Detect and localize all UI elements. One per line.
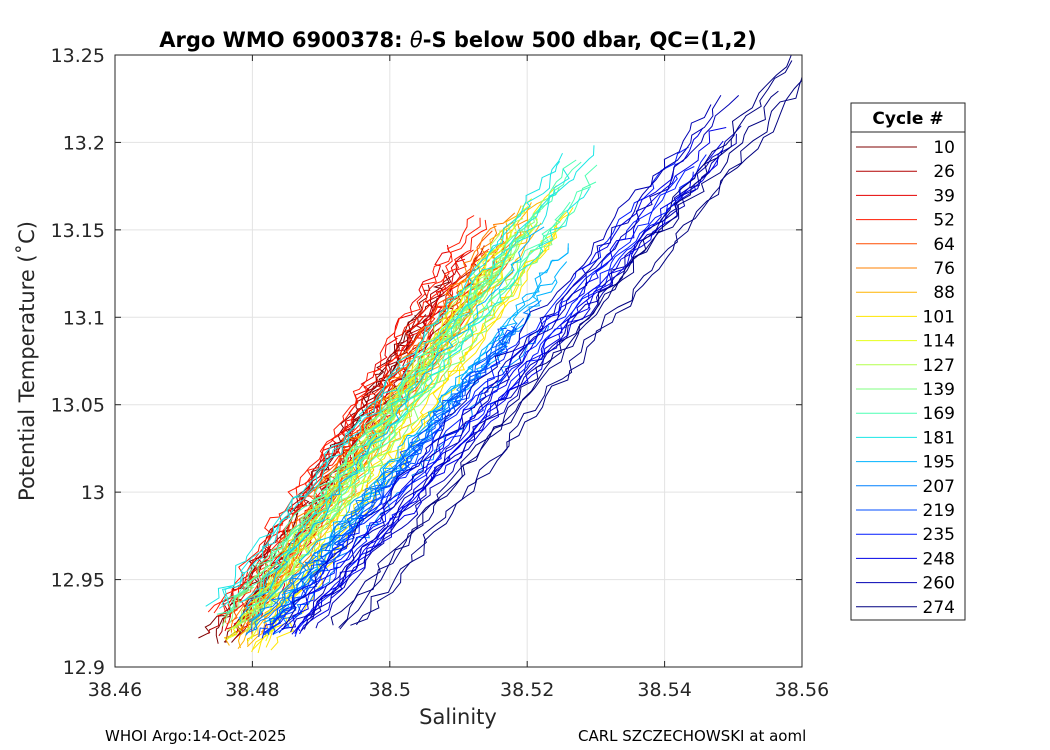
profile-line — [252, 237, 553, 626]
legend: Cycle # 10 26 39 52 64 76 88 101 114 127 139 169 181… — [850, 102, 966, 621]
y-tick-label: 13.25 — [51, 45, 105, 67]
legend-entry: 169 — [923, 404, 955, 424]
profile-line — [238, 226, 545, 622]
x-tick-label: 38.52 — [500, 679, 554, 701]
profile-line — [224, 230, 493, 623]
profile-line — [272, 166, 695, 635]
legend-entry: 207 — [923, 477, 955, 497]
legend-entry: 219 — [923, 501, 955, 521]
chart-title: Argo WMO 6900378: θ-S below 500 dbar, QC… — [159, 28, 756, 52]
profile-line — [246, 218, 524, 635]
profile-line — [355, 76, 803, 626]
profile-line — [294, 156, 720, 634]
legend-entry: 127 — [923, 356, 955, 376]
y-tick-label: 13 — [81, 482, 105, 504]
profile-line — [223, 205, 522, 646]
profile-line — [246, 222, 542, 646]
profile-line — [330, 90, 779, 626]
profile-line — [222, 219, 488, 615]
profile-line — [240, 188, 590, 603]
legend-entry: 114 — [923, 332, 955, 352]
series-219 — [258, 325, 518, 637]
profile-line — [350, 78, 803, 626]
profile-line — [245, 326, 516, 636]
x-tick-label: 38.46 — [88, 679, 142, 701]
y-tick-label: 13.05 — [51, 395, 105, 417]
profile-line — [205, 161, 561, 607]
profile-line — [263, 327, 507, 635]
legend-entry: 39 — [933, 186, 955, 206]
profile-line — [263, 247, 569, 624]
legend-title: Cycle # — [872, 109, 943, 129]
y-tick-label: 13.1 — [63, 307, 105, 329]
series-lines — [198, 54, 803, 654]
y-tick-label: 12.9 — [63, 657, 105, 679]
legend-entry: 101 — [923, 307, 955, 327]
plot-frame — [114, 54, 803, 668]
profile-line — [300, 133, 737, 632]
profile-line — [252, 164, 598, 617]
y-tick-label: 13.2 — [63, 132, 105, 154]
profile-line — [338, 54, 792, 628]
profile-line — [315, 125, 742, 629]
legend-entry: 52 — [933, 211, 955, 231]
y-tick-label: 12.95 — [51, 570, 105, 592]
x-tick-label: 38.54 — [637, 679, 691, 701]
series-181 — [205, 145, 595, 609]
x-tick-label: 38.56 — [775, 679, 829, 701]
profile-line — [248, 279, 556, 622]
profile-line — [281, 127, 704, 630]
legend-entry: 195 — [923, 453, 955, 473]
legend-entry: 235 — [923, 525, 955, 545]
y-axis-label: Potential Temperature (˚C) — [15, 221, 39, 501]
legend-entry: 88 — [933, 283, 955, 303]
profile-line — [270, 329, 512, 636]
x-tick-label: 38.48 — [225, 679, 279, 701]
profile-line — [253, 322, 518, 631]
profile-line — [207, 215, 475, 613]
footer-operator: CARL SZCZECHOWSKI at aoml — [578, 727, 806, 745]
footer-date: WHOI Argo:14-Oct-2025 — [105, 727, 286, 745]
y-tick-label: 13.15 — [51, 220, 105, 242]
profile-line — [303, 95, 740, 630]
profile-line — [222, 159, 577, 618]
profile-line — [299, 149, 723, 635]
series-260 — [282, 94, 742, 633]
axis-ticks: 38.46 38.48 38.5 38.52 38.54 38.56 12.9 12.95 13… — [51, 45, 830, 701]
legend-entry: 64 — [933, 235, 955, 255]
x-tick-label: 38.5 — [369, 679, 411, 701]
legend-entry: 181 — [923, 428, 955, 448]
profile-line — [263, 146, 689, 634]
legend-entry: 248 — [923, 549, 955, 569]
legend-entry: 274 — [923, 598, 955, 618]
profile-line — [282, 104, 712, 631]
series-169 — [216, 159, 598, 618]
profile-line — [219, 168, 570, 609]
profile-line — [221, 152, 563, 606]
profile-line — [278, 171, 694, 634]
legend-entry: 26 — [933, 162, 955, 182]
legend-entry: 260 — [923, 574, 955, 594]
profile-line — [339, 60, 793, 630]
profile-line — [258, 348, 506, 637]
legend-entry: 10 — [933, 138, 955, 158]
series-274 — [330, 54, 803, 630]
legend-entry: 76 — [933, 259, 955, 279]
x-axis-label: Salinity — [419, 705, 497, 729]
profile-line — [239, 145, 595, 604]
legend-entry: 139 — [923, 380, 955, 400]
profile-line — [248, 181, 597, 614]
